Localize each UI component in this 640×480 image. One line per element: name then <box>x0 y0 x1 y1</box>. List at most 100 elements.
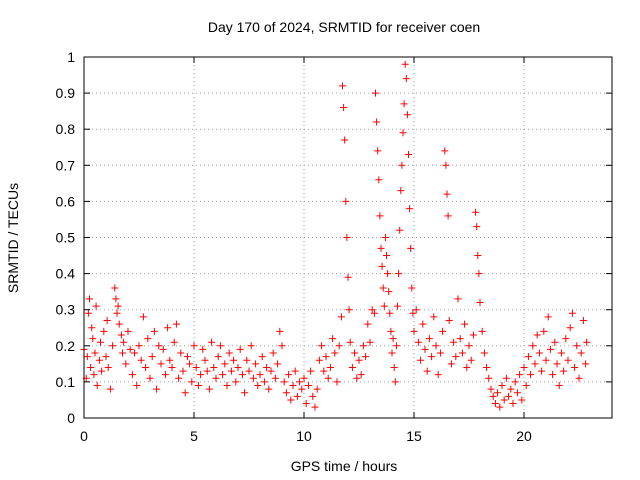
data-point <box>175 374 183 382</box>
data-point <box>436 349 444 357</box>
data-point <box>339 82 346 90</box>
data-point <box>507 385 515 393</box>
data-point <box>247 342 255 350</box>
data-point <box>122 360 130 368</box>
data-point <box>150 327 158 335</box>
data-point <box>285 371 293 379</box>
y-tick-label: 0.5 <box>56 230 76 246</box>
data-point <box>172 320 180 328</box>
data-point <box>346 338 354 346</box>
data-point <box>432 342 440 350</box>
data-point <box>472 208 480 216</box>
data-point <box>289 382 297 390</box>
data-point <box>374 147 382 155</box>
data-point <box>461 320 469 328</box>
data-point <box>326 363 334 371</box>
data-point <box>444 212 452 220</box>
data-point <box>513 389 521 397</box>
data-point <box>190 342 198 350</box>
x-tick-label: 15 <box>406 428 422 444</box>
axis-tick-labels: 00.10.20.30.40.50.60.70.80.910 5 10 15 20 <box>56 49 532 444</box>
data-point <box>208 338 216 346</box>
data-point <box>139 313 147 321</box>
data-point <box>97 338 104 346</box>
data-point <box>271 374 279 382</box>
data-point <box>348 363 356 371</box>
data-point <box>395 270 403 278</box>
data-point <box>212 374 220 382</box>
x-tick-label: 5 <box>190 428 198 444</box>
data-point <box>551 338 559 346</box>
data-point <box>560 367 568 375</box>
data-point <box>535 349 543 357</box>
data-point <box>331 349 339 357</box>
data-point <box>164 324 172 332</box>
data-point <box>210 363 218 371</box>
data-point <box>390 363 398 371</box>
data-point <box>298 385 306 393</box>
data-point <box>144 335 152 343</box>
data-point <box>86 295 93 303</box>
data-point <box>428 353 436 361</box>
data-point <box>373 118 381 126</box>
data-point <box>524 353 532 361</box>
data-point <box>135 342 143 350</box>
data-point <box>335 342 343 350</box>
data-point <box>454 295 462 303</box>
data-point <box>92 302 100 310</box>
data-point <box>527 371 535 379</box>
data-point <box>333 378 341 386</box>
data-point <box>351 349 359 357</box>
data-point <box>370 309 378 317</box>
data-point <box>234 363 242 371</box>
data-point <box>344 273 352 281</box>
y-tick-label: 0.9 <box>56 85 76 101</box>
data-point <box>401 60 409 68</box>
data-point <box>278 342 286 350</box>
data-point <box>126 345 134 353</box>
data-point <box>439 327 447 335</box>
data-point <box>463 363 471 371</box>
data-point <box>520 363 528 371</box>
data-point <box>183 353 191 361</box>
data-point <box>304 382 312 390</box>
data-point <box>287 396 295 404</box>
data-point <box>153 385 161 393</box>
data-point <box>384 270 392 278</box>
data-point <box>529 342 537 350</box>
data-point <box>409 309 417 317</box>
data-point <box>377 244 385 252</box>
data-point <box>577 349 585 357</box>
data-point <box>386 309 394 317</box>
data-point <box>533 331 541 339</box>
data-point <box>568 309 576 317</box>
data-point <box>342 197 350 205</box>
data-point <box>410 327 418 335</box>
data-point <box>137 356 145 364</box>
data-point <box>445 317 453 325</box>
data-point <box>403 111 411 119</box>
data-point <box>197 371 205 379</box>
data-point <box>496 403 504 411</box>
data-point <box>505 392 513 400</box>
data-point <box>412 306 420 314</box>
data-point <box>458 349 466 357</box>
data-point <box>91 349 99 357</box>
data-point <box>443 190 451 198</box>
data-point <box>230 356 238 364</box>
data-point <box>112 295 120 303</box>
data-point <box>104 363 112 371</box>
data-point <box>378 262 386 270</box>
data-point <box>399 129 407 137</box>
data-point <box>562 335 570 343</box>
data-point <box>368 306 376 314</box>
data-point <box>450 338 458 346</box>
data-point <box>465 342 473 350</box>
data-point <box>408 284 416 292</box>
data-point <box>542 356 550 364</box>
data-point <box>345 306 353 314</box>
data-point <box>214 353 222 361</box>
data-point <box>475 270 483 278</box>
data-point <box>313 385 321 393</box>
